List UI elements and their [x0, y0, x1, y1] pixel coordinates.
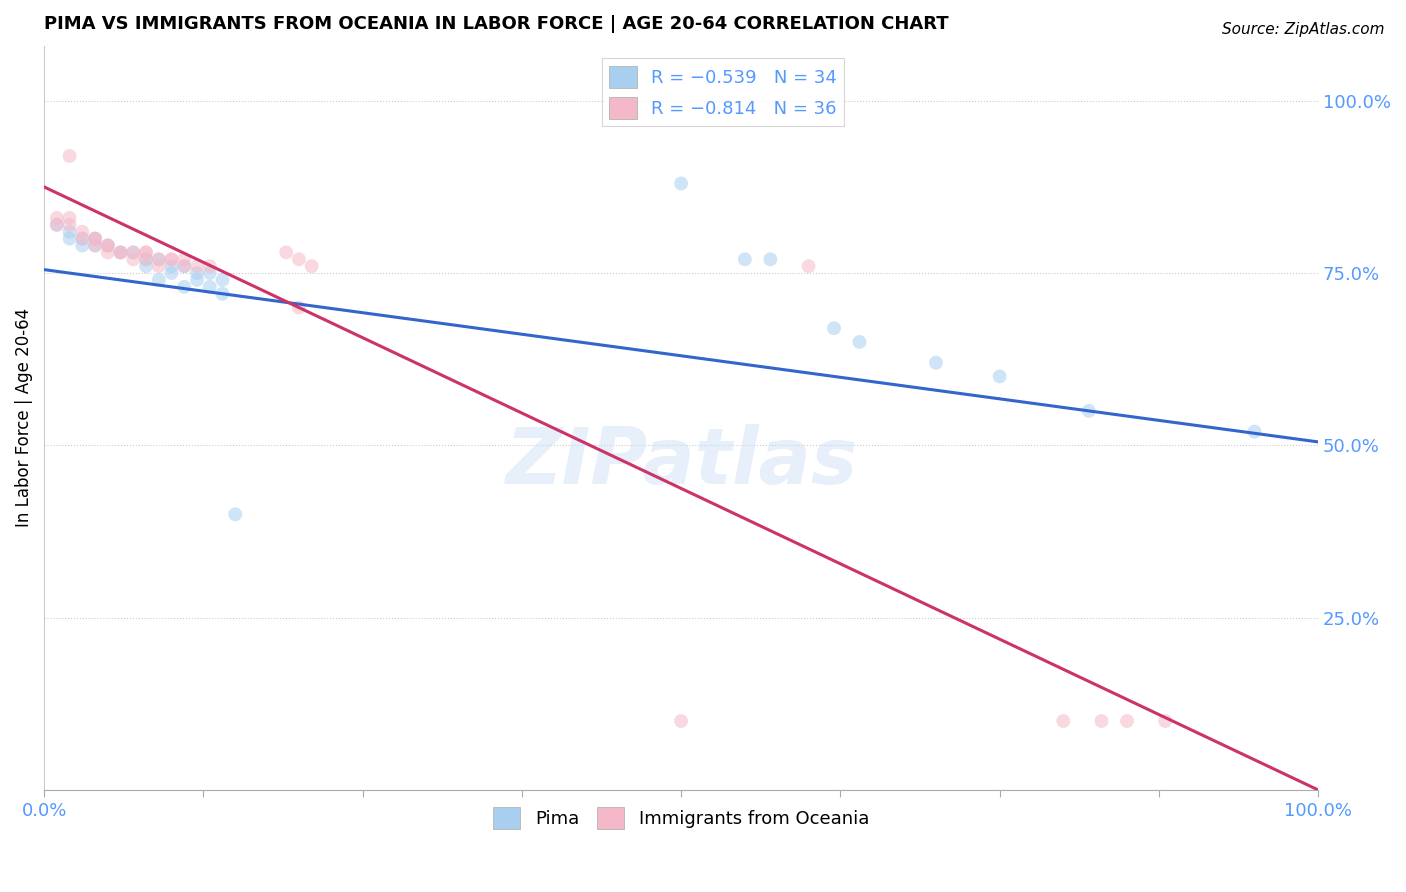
Point: [45, 211, 67, 225]
Point: [72, 238, 94, 252]
Point: [276, 245, 298, 260]
Point: [135, 245, 157, 260]
Point: [58, 149, 80, 163]
Point: [1154, 714, 1177, 728]
Legend: Pima, Immigrants from Oceania: Pima, Immigrants from Oceania: [486, 800, 876, 837]
Point: [58, 211, 80, 225]
Point: [198, 266, 221, 280]
Point: [160, 252, 183, 267]
Point: [135, 252, 157, 267]
Point: [122, 252, 145, 267]
Point: [148, 252, 170, 267]
Point: [84, 238, 107, 252]
Point: [797, 259, 820, 273]
Point: [160, 259, 183, 273]
Point: [97, 238, 120, 252]
Point: [669, 177, 692, 191]
Point: [122, 245, 145, 260]
Point: [148, 273, 170, 287]
Point: [148, 252, 170, 267]
Point: [135, 245, 157, 260]
Point: [925, 356, 948, 370]
Point: [173, 252, 195, 267]
Point: [224, 508, 246, 522]
Text: ZIPatlas: ZIPatlas: [505, 425, 858, 500]
Point: [58, 225, 80, 239]
Point: [160, 252, 183, 267]
Point: [135, 259, 157, 273]
Point: [110, 245, 132, 260]
Point: [186, 266, 208, 280]
Point: [97, 238, 120, 252]
Point: [58, 232, 80, 246]
Point: [198, 259, 221, 273]
Point: [759, 252, 782, 267]
Point: [84, 232, 107, 246]
Point: [988, 369, 1011, 384]
Point: [72, 232, 94, 246]
Point: [211, 286, 233, 301]
Point: [848, 334, 870, 349]
Point: [97, 245, 120, 260]
Point: [110, 245, 132, 260]
Point: [288, 252, 311, 267]
Point: [84, 232, 107, 246]
Point: [1116, 714, 1139, 728]
Point: [135, 252, 157, 267]
Point: [186, 273, 208, 287]
Y-axis label: In Labor Force | Age 20-64: In Labor Force | Age 20-64: [15, 309, 32, 527]
Text: Source: ZipAtlas.com: Source: ZipAtlas.com: [1222, 22, 1385, 37]
Point: [122, 245, 145, 260]
Point: [1243, 425, 1265, 439]
Text: PIMA VS IMMIGRANTS FROM OCEANIA IN LABOR FORCE | AGE 20-64 CORRELATION CHART: PIMA VS IMMIGRANTS FROM OCEANIA IN LABOR…: [44, 15, 949, 33]
Point: [186, 259, 208, 273]
Point: [301, 259, 323, 273]
Point: [173, 259, 195, 273]
Point: [45, 218, 67, 232]
Point: [173, 259, 195, 273]
Point: [734, 252, 756, 267]
Point: [823, 321, 845, 335]
Point: [198, 280, 221, 294]
Point: [45, 218, 67, 232]
Point: [148, 259, 170, 273]
Point: [1077, 404, 1099, 418]
Point: [58, 218, 80, 232]
Point: [84, 238, 107, 252]
Point: [72, 225, 94, 239]
Point: [288, 301, 311, 315]
Point: [669, 714, 692, 728]
Point: [173, 280, 195, 294]
Point: [97, 238, 120, 252]
Point: [1090, 714, 1112, 728]
Point: [110, 245, 132, 260]
Point: [84, 232, 107, 246]
Point: [72, 232, 94, 246]
Point: [211, 273, 233, 287]
Point: [160, 266, 183, 280]
Point: [1052, 714, 1074, 728]
